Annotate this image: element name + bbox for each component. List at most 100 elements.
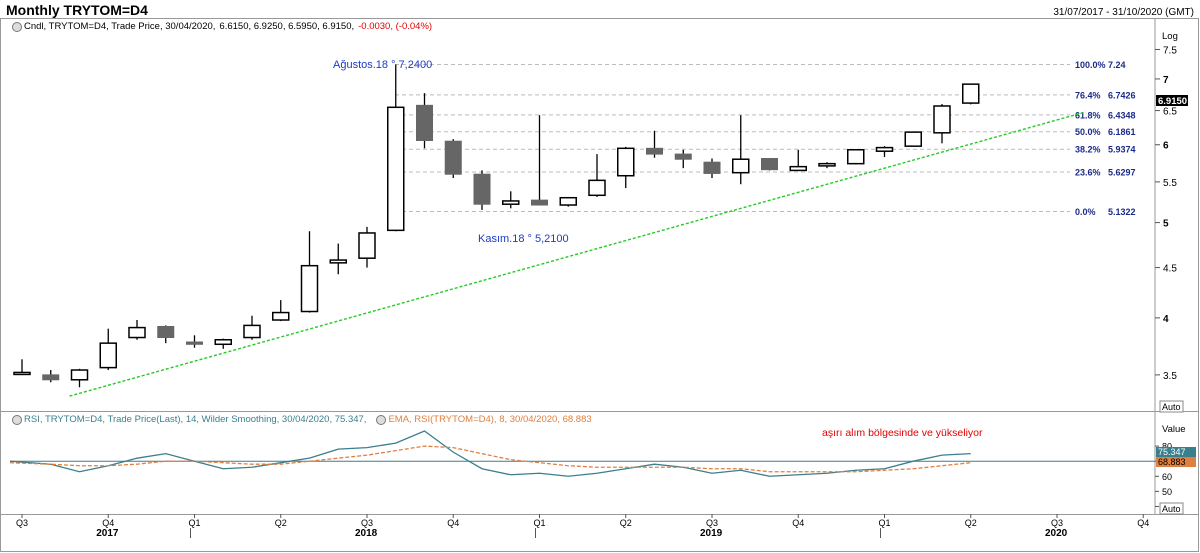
price-legend-values: 6.6150, 6.9250, 6.5950, 6.9150, bbox=[219, 21, 355, 32]
high-annotation: Ağustos.18 ° 7,2400 bbox=[333, 59, 432, 71]
candle-body bbox=[588, 179, 606, 197]
rsi-auto-box[interactable] bbox=[1159, 502, 1184, 515]
x-quarter-label: Q1 bbox=[534, 518, 546, 528]
candle-body bbox=[559, 196, 577, 206]
y-tick-label: 5 bbox=[1163, 219, 1169, 230]
candle-body bbox=[703, 161, 721, 174]
rsi-last-badge bbox=[1156, 447, 1196, 457]
candle-body bbox=[789, 165, 807, 172]
low-annotation: Kasım.18 ° 5,2100 bbox=[478, 233, 569, 245]
candle bbox=[243, 315, 261, 340]
candle-body bbox=[13, 371, 31, 376]
gear-icon[interactable] bbox=[12, 414, 22, 425]
y-tick-label: 7 bbox=[1163, 75, 1169, 86]
candle bbox=[646, 130, 663, 158]
candle-body bbox=[99, 342, 117, 369]
x-quarter-label: Q4 bbox=[1137, 518, 1149, 528]
rsi-y-tick-label: 50 bbox=[1162, 487, 1172, 497]
axis-badges: Log Auto Value Auto 6.9150 75.347 68.883 bbox=[1156, 31, 1196, 515]
candle bbox=[502, 191, 520, 209]
fib-pct-label: 50.0% bbox=[1075, 127, 1101, 137]
annotations: Ağustos.18 ° 7,2400 Kasım.18 ° 5,2100 aş… bbox=[333, 59, 983, 439]
x-quarter-label: Q3 bbox=[361, 518, 373, 528]
candles bbox=[13, 64, 980, 388]
candle bbox=[933, 104, 951, 144]
candle bbox=[42, 370, 60, 383]
fib-value-label: 5.1322 bbox=[1108, 207, 1136, 217]
candle bbox=[329, 243, 347, 275]
candle-body bbox=[502, 200, 520, 205]
price-auto-label[interactable]: Auto bbox=[1162, 402, 1181, 412]
candle-body bbox=[300, 264, 319, 313]
candle bbox=[300, 231, 319, 313]
candle-body bbox=[674, 153, 692, 160]
fib-pct-label: 100.0% bbox=[1075, 60, 1106, 70]
rsi-y-tick-label: 60 bbox=[1162, 472, 1172, 482]
fib-pct-label: 61.8% bbox=[1075, 110, 1101, 120]
y-tick-label: 5.5 bbox=[1163, 178, 1177, 189]
fib-pct-label: 38.2% bbox=[1075, 145, 1101, 155]
candle-body bbox=[732, 158, 750, 174]
candle-body bbox=[904, 131, 922, 147]
date-range: 31/07/2017 - 31/10/2020 (GMT) bbox=[1053, 7, 1194, 18]
x-quarter-label: Q1 bbox=[189, 518, 201, 528]
price-legend-change: -0.0030, (-0.04%) bbox=[358, 21, 433, 32]
ema-line bbox=[9, 445, 971, 473]
candle-body bbox=[444, 140, 462, 175]
candle-body bbox=[761, 157, 778, 171]
ema-legend-text: EMA, RSI(TRYTOM=D4), 8, 30/04/2020, 68.8… bbox=[388, 414, 592, 425]
fib-value-label: 6.7426 bbox=[1108, 90, 1136, 100]
y-tick-label: 6.5 bbox=[1163, 107, 1177, 118]
candle-body bbox=[70, 369, 89, 381]
fib-value-label: 6.4348 bbox=[1108, 110, 1136, 120]
candle bbox=[99, 328, 117, 371]
last-price-label: 6.9150 bbox=[1158, 96, 1187, 107]
y-tick-label: 4.5 bbox=[1163, 264, 1177, 275]
candle bbox=[875, 146, 894, 158]
fib-pct-label: 0.0% bbox=[1075, 207, 1096, 217]
x-quarter-label: Q3 bbox=[1051, 518, 1063, 528]
outer-border bbox=[0, 18, 1199, 552]
candle bbox=[559, 196, 577, 207]
trend-line-group[interactable] bbox=[69, 111, 1086, 397]
candle bbox=[473, 170, 491, 210]
log-scale-label[interactable]: Log bbox=[1162, 31, 1178, 42]
candle bbox=[358, 226, 376, 268]
x-quarter-label: Q2 bbox=[275, 518, 287, 528]
candle bbox=[732, 115, 750, 185]
candle bbox=[272, 300, 290, 322]
price-auto-box[interactable] bbox=[1159, 400, 1184, 413]
gear-icon[interactable] bbox=[12, 21, 22, 32]
candle bbox=[847, 149, 865, 165]
rsi-legend-text: RSI, TRYTOM=D4, Trade Price(Last), 14, W… bbox=[24, 414, 367, 425]
candle bbox=[904, 131, 922, 147]
candle-body bbox=[416, 104, 433, 141]
candle-body bbox=[329, 259, 347, 264]
candle bbox=[128, 320, 146, 340]
x-quarter-label: Q2 bbox=[620, 518, 632, 528]
gear-icon[interactable] bbox=[376, 414, 387, 425]
price-y-axis: 3.5 4 4.5 5 5.5 6 6.5 7 7.5 bbox=[1155, 45, 1177, 382]
candle-body bbox=[933, 105, 951, 134]
fib-pct-label: 76.4% bbox=[1075, 90, 1101, 100]
candle bbox=[444, 139, 462, 179]
fib-value-label: 7.24 bbox=[1108, 60, 1126, 70]
price-legend: Cndl, TRYTOM=D4, Trade Price, 30/04/2020… bbox=[12, 21, 436, 32]
ema-last-label: 68.883 bbox=[1158, 457, 1186, 467]
candle-body bbox=[847, 149, 865, 165]
x-quarter-label: Q4 bbox=[792, 518, 804, 528]
rsi-annotation: aşırı alım bölgesinde ve yükseliyor bbox=[822, 427, 983, 439]
candle-body bbox=[962, 83, 980, 104]
candle-body bbox=[243, 324, 261, 339]
candle-body bbox=[531, 199, 548, 206]
candle bbox=[70, 368, 89, 388]
rsi-auto-label[interactable]: Auto bbox=[1162, 504, 1181, 514]
fib-value-label: 5.6297 bbox=[1108, 167, 1136, 177]
candle bbox=[186, 335, 203, 348]
x-quarter-label: Q3 bbox=[16, 518, 28, 528]
trend-line[interactable] bbox=[69, 111, 1086, 397]
fibonacci-levels: 100.0% 7.24 76.4% 6.7426 61.8% 6.4348 50.0% 6.1… bbox=[395, 60, 1136, 217]
rsi-y-tick-label: 80 bbox=[1162, 442, 1172, 452]
